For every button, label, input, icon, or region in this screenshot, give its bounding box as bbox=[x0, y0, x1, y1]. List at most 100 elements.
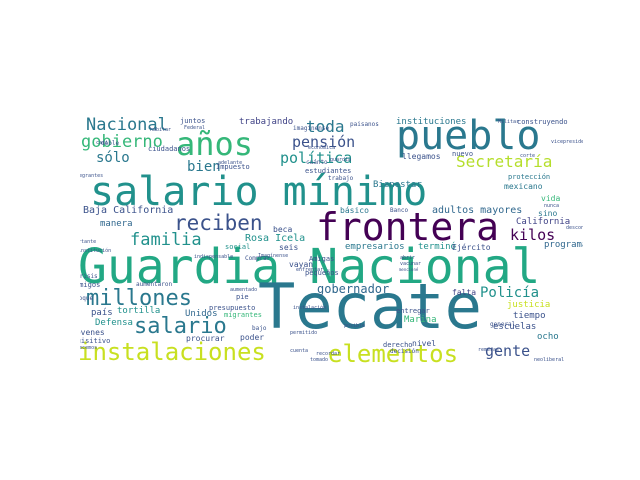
word: pie bbox=[236, 293, 249, 301]
word: Amigas bbox=[309, 255, 335, 263]
word: derecho bbox=[383, 341, 413, 349]
word: corte bbox=[520, 153, 536, 159]
word: Baja California bbox=[83, 205, 174, 216]
word: reciben bbox=[174, 211, 263, 235]
word: California bbox=[516, 217, 571, 227]
word: Banco bbox=[390, 207, 409, 214]
word: Impuesto bbox=[216, 163, 250, 171]
word: cuenta bbox=[290, 348, 309, 354]
word: pueblo bbox=[396, 116, 541, 159]
word: Rosa Icela bbox=[245, 233, 306, 244]
word: estudiantes bbox=[305, 167, 352, 175]
word: indispensable bbox=[194, 254, 234, 260]
word: guardia bbox=[330, 157, 352, 163]
word: posible bbox=[344, 323, 366, 329]
word: adultos mayores bbox=[432, 205, 523, 216]
word: Bienestar bbox=[373, 180, 422, 190]
word: trabajo bbox=[328, 175, 354, 182]
word: crisis bbox=[80, 273, 98, 280]
word: Comprar bbox=[245, 255, 271, 262]
word: Ejército bbox=[452, 243, 491, 252]
word: sino bbox=[538, 209, 558, 218]
word: vacunar bbox=[400, 261, 422, 267]
word: mencioné bbox=[399, 267, 419, 272]
word: gobernador bbox=[317, 282, 390, 296]
word: salario mínimo bbox=[90, 169, 428, 215]
word: adquisitivo bbox=[80, 337, 111, 345]
word: remesas bbox=[478, 347, 500, 353]
word: migrantes bbox=[224, 311, 262, 319]
word: Defensa bbox=[95, 318, 133, 328]
word: paisanos bbox=[350, 121, 379, 128]
word: Unidos bbox=[185, 309, 218, 319]
word: entregar bbox=[396, 307, 430, 315]
word: ocho bbox=[537, 332, 559, 342]
word: integrantes bbox=[80, 173, 104, 179]
word: manera bbox=[100, 219, 133, 229]
word: agradecemos bbox=[80, 345, 98, 351]
word: abrir bbox=[400, 255, 416, 261]
word: imagínense bbox=[293, 125, 330, 132]
word: sólo bbox=[96, 150, 130, 166]
word: habitar bbox=[150, 127, 172, 133]
word: neoliberal bbox=[534, 357, 565, 363]
word: frontera bbox=[316, 205, 500, 249]
word: programa bbox=[544, 240, 583, 250]
word-cloud: Guardia Nacional salario mínimo Tecate p… bbox=[80, 116, 583, 368]
word: terminó bbox=[418, 242, 456, 252]
word: toda bbox=[306, 117, 345, 136]
word: construyendo bbox=[517, 118, 568, 126]
word: adelante bbox=[218, 160, 243, 166]
word: juntos bbox=[180, 117, 206, 125]
word: vicepresidenta bbox=[551, 139, 583, 145]
word: bajo bbox=[252, 325, 267, 332]
word: poder bbox=[240, 333, 265, 342]
word: presupuesto bbox=[209, 304, 256, 312]
word: tortilla bbox=[117, 306, 161, 316]
word: jóvenes bbox=[80, 328, 105, 337]
word: seis bbox=[279, 243, 299, 252]
word: amigos bbox=[80, 281, 101, 289]
word: Guardia Nacional bbox=[80, 239, 541, 295]
word: Federal bbox=[184, 125, 206, 131]
word: Secretaría bbox=[456, 152, 553, 171]
word: instalación bbox=[293, 305, 327, 311]
word: protección bbox=[508, 173, 551, 181]
word: aumentado bbox=[230, 287, 258, 293]
word: millones bbox=[86, 286, 192, 311]
word: gente bbox=[485, 342, 531, 360]
word: institución bbox=[80, 248, 112, 254]
word: decisión bbox=[390, 348, 419, 355]
word: nunca bbox=[544, 203, 560, 209]
word: cuánto bbox=[306, 159, 328, 166]
word: procurar bbox=[186, 334, 225, 343]
word: tiempo bbox=[513, 311, 546, 321]
word: importante bbox=[80, 239, 97, 245]
word: años bbox=[176, 125, 254, 163]
word: empresarios bbox=[345, 242, 405, 252]
word: permitido bbox=[290, 330, 318, 336]
word: mexicano bbox=[504, 182, 543, 191]
word: bien bbox=[187, 159, 221, 175]
word: beca bbox=[273, 225, 293, 234]
word: Imagínense bbox=[258, 253, 289, 259]
word: gobierno bbox=[81, 132, 163, 152]
word: salario bbox=[134, 314, 227, 339]
word: enfrentar bbox=[296, 267, 324, 273]
word: nivel bbox=[412, 339, 437, 348]
word: recordar bbox=[316, 351, 341, 357]
word: justicia bbox=[507, 300, 551, 310]
word: instalaciones bbox=[80, 338, 266, 366]
word: elementos bbox=[328, 340, 459, 368]
word: trabajando bbox=[239, 117, 294, 127]
word: casi bbox=[96, 140, 109, 146]
word: Nacional bbox=[86, 116, 168, 135]
word: país bbox=[91, 308, 113, 318]
word: Tecate bbox=[258, 270, 482, 343]
word: familia bbox=[130, 230, 202, 250]
word: nuevo bbox=[452, 150, 474, 158]
word: kilos bbox=[510, 226, 556, 244]
word: social bbox=[225, 243, 251, 251]
word: pequeños bbox=[305, 269, 339, 277]
word: Militar bbox=[498, 119, 520, 125]
